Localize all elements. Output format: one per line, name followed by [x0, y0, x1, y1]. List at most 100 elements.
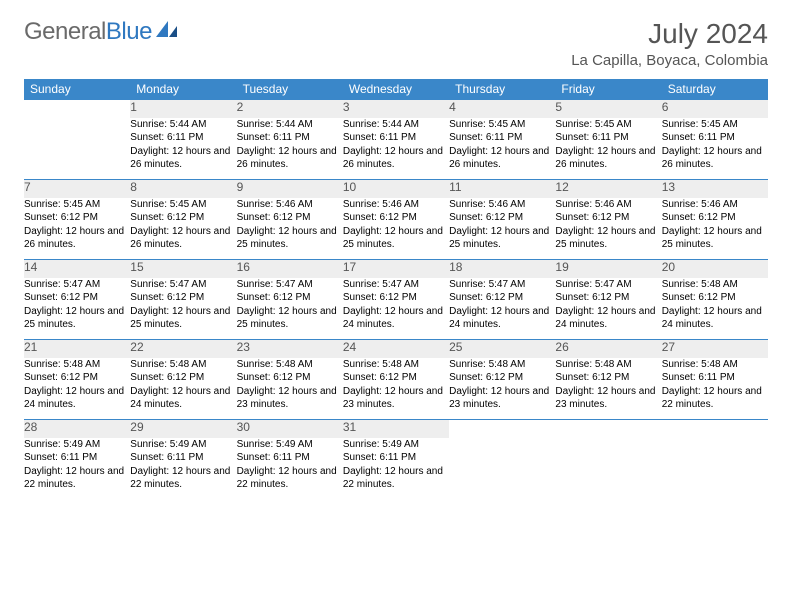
- day-cell: Sunrise: 5:48 AMSunset: 6:12 PMDaylight:…: [130, 358, 236, 420]
- day-cell: Sunrise: 5:47 AMSunset: 6:12 PMDaylight:…: [449, 278, 555, 340]
- daylight-text: Daylight: 12 hours and 24 minutes.: [449, 305, 555, 332]
- content-row: Sunrise: 5:48 AMSunset: 6:12 PMDaylight:…: [24, 358, 768, 420]
- sunset-text: Sunset: 6:12 PM: [555, 211, 661, 225]
- daylight-text: Daylight: 12 hours and 25 minutes.: [24, 305, 130, 332]
- content-row: Sunrise: 5:47 AMSunset: 6:12 PMDaylight:…: [24, 278, 768, 340]
- day-number: 11: [449, 180, 555, 198]
- sunset-text: Sunset: 6:11 PM: [130, 451, 236, 465]
- daylight-text: Daylight: 12 hours and 22 minutes.: [662, 385, 768, 412]
- sunset-text: Sunset: 6:12 PM: [555, 371, 661, 385]
- day-cell: Sunrise: 5:46 AMSunset: 6:12 PMDaylight:…: [662, 198, 768, 260]
- sunrise-text: Sunrise: 5:45 AM: [24, 198, 130, 212]
- day-cell: Sunrise: 5:45 AMSunset: 6:12 PMDaylight:…: [24, 198, 130, 260]
- day-cell: Sunrise: 5:45 AMSunset: 6:11 PMDaylight:…: [555, 118, 661, 180]
- day-cell: Sunrise: 5:49 AMSunset: 6:11 PMDaylight:…: [237, 438, 343, 500]
- daylight-text: Daylight: 12 hours and 25 minutes.: [662, 225, 768, 252]
- day-cell: [449, 438, 555, 500]
- day-number: 5: [555, 100, 661, 118]
- sunset-text: Sunset: 6:12 PM: [130, 291, 236, 305]
- sunset-text: Sunset: 6:12 PM: [237, 291, 343, 305]
- day-number: 29: [130, 420, 236, 438]
- day-cell: [662, 438, 768, 500]
- header: GeneralBlue July 2024 La Capilla, Boyaca…: [24, 18, 768, 69]
- day-cell: Sunrise: 5:49 AMSunset: 6:11 PMDaylight:…: [24, 438, 130, 500]
- sunrise-text: Sunrise: 5:47 AM: [130, 278, 236, 292]
- day-cell: [24, 118, 130, 180]
- day-cell: Sunrise: 5:47 AMSunset: 6:12 PMDaylight:…: [555, 278, 661, 340]
- sunset-text: Sunset: 6:11 PM: [662, 131, 768, 145]
- day-cell: Sunrise: 5:47 AMSunset: 6:12 PMDaylight:…: [130, 278, 236, 340]
- col-thursday: Thursday: [449, 79, 555, 100]
- daylight-text: Daylight: 12 hours and 25 minutes.: [130, 305, 236, 332]
- daynum-row: 78910111213: [24, 180, 768, 198]
- day-cell: Sunrise: 5:48 AMSunset: 6:12 PMDaylight:…: [662, 278, 768, 340]
- sunrise-text: Sunrise: 5:48 AM: [662, 358, 768, 372]
- day-number: 21: [24, 340, 130, 358]
- day-number: 8: [130, 180, 236, 198]
- daylight-text: Daylight: 12 hours and 25 minutes.: [555, 225, 661, 252]
- day-cell: Sunrise: 5:49 AMSunset: 6:11 PMDaylight:…: [130, 438, 236, 500]
- daylight-text: Daylight: 12 hours and 25 minutes.: [237, 305, 343, 332]
- col-sunday: Sunday: [24, 79, 130, 100]
- day-number: 15: [130, 260, 236, 278]
- day-number: 31: [343, 420, 449, 438]
- day-number: 25: [449, 340, 555, 358]
- logo-sail-icon: [156, 18, 178, 46]
- sunrise-text: Sunrise: 5:49 AM: [130, 438, 236, 452]
- day-cell: Sunrise: 5:45 AMSunset: 6:11 PMDaylight:…: [449, 118, 555, 180]
- sunset-text: Sunset: 6:11 PM: [343, 131, 449, 145]
- sunrise-text: Sunrise: 5:49 AM: [343, 438, 449, 452]
- sunrise-text: Sunrise: 5:48 AM: [343, 358, 449, 372]
- day-cell: Sunrise: 5:46 AMSunset: 6:12 PMDaylight:…: [555, 198, 661, 260]
- day-cell: Sunrise: 5:46 AMSunset: 6:12 PMDaylight:…: [343, 198, 449, 260]
- sunset-text: Sunset: 6:12 PM: [449, 211, 555, 225]
- day-cell: Sunrise: 5:47 AMSunset: 6:12 PMDaylight:…: [24, 278, 130, 340]
- daylight-text: Daylight: 12 hours and 23 minutes.: [449, 385, 555, 412]
- day-number: 17: [343, 260, 449, 278]
- daylight-text: Daylight: 12 hours and 22 minutes.: [24, 465, 130, 492]
- location-text: La Capilla, Boyaca, Colombia: [571, 52, 768, 69]
- day-cell: Sunrise: 5:44 AMSunset: 6:11 PMDaylight:…: [343, 118, 449, 180]
- sunrise-text: Sunrise: 5:45 AM: [130, 198, 236, 212]
- day-cell: Sunrise: 5:48 AMSunset: 6:11 PMDaylight:…: [662, 358, 768, 420]
- calendar-page: GeneralBlue July 2024 La Capilla, Boyaca…: [0, 0, 792, 518]
- weekday-header-row: Sunday Monday Tuesday Wednesday Thursday…: [24, 79, 768, 100]
- title-block: July 2024 La Capilla, Boyaca, Colombia: [571, 18, 768, 69]
- sunrise-text: Sunrise: 5:47 AM: [343, 278, 449, 292]
- day-cell: Sunrise: 5:48 AMSunset: 6:12 PMDaylight:…: [24, 358, 130, 420]
- col-tuesday: Tuesday: [237, 79, 343, 100]
- day-number: 10: [343, 180, 449, 198]
- sunrise-text: Sunrise: 5:48 AM: [449, 358, 555, 372]
- daylight-text: Daylight: 12 hours and 22 minutes.: [237, 465, 343, 492]
- day-number: 18: [449, 260, 555, 278]
- sunrise-text: Sunrise: 5:48 AM: [555, 358, 661, 372]
- sunset-text: Sunset: 6:12 PM: [237, 211, 343, 225]
- daylight-text: Daylight: 12 hours and 22 minutes.: [130, 465, 236, 492]
- daylight-text: Daylight: 12 hours and 23 minutes.: [237, 385, 343, 412]
- logo-text-2: Blue: [106, 18, 152, 46]
- day-number: 22: [130, 340, 236, 358]
- sunset-text: Sunset: 6:12 PM: [237, 371, 343, 385]
- day-number: 30: [237, 420, 343, 438]
- day-cell: [555, 438, 661, 500]
- sunset-text: Sunset: 6:12 PM: [662, 211, 768, 225]
- sunrise-text: Sunrise: 5:47 AM: [449, 278, 555, 292]
- sunset-text: Sunset: 6:11 PM: [449, 131, 555, 145]
- sunset-text: Sunset: 6:11 PM: [130, 131, 236, 145]
- daynum-row: 28293031: [24, 420, 768, 438]
- daylight-text: Daylight: 12 hours and 24 minutes.: [343, 305, 449, 332]
- day-number: 12: [555, 180, 661, 198]
- day-number: [555, 420, 661, 438]
- daylight-text: Daylight: 12 hours and 25 minutes.: [237, 225, 343, 252]
- daynum-row: 123456: [24, 100, 768, 118]
- daylight-text: Daylight: 12 hours and 24 minutes.: [24, 385, 130, 412]
- day-cell: Sunrise: 5:46 AMSunset: 6:12 PMDaylight:…: [449, 198, 555, 260]
- day-cell: Sunrise: 5:45 AMSunset: 6:11 PMDaylight:…: [662, 118, 768, 180]
- sunrise-text: Sunrise: 5:45 AM: [555, 118, 661, 132]
- sunset-text: Sunset: 6:11 PM: [237, 451, 343, 465]
- logo: GeneralBlue: [24, 18, 178, 46]
- day-number: [449, 420, 555, 438]
- sunrise-text: Sunrise: 5:44 AM: [130, 118, 236, 132]
- sunset-text: Sunset: 6:12 PM: [24, 291, 130, 305]
- calendar-body: 123456Sunrise: 5:44 AMSunset: 6:11 PMDay…: [24, 100, 768, 500]
